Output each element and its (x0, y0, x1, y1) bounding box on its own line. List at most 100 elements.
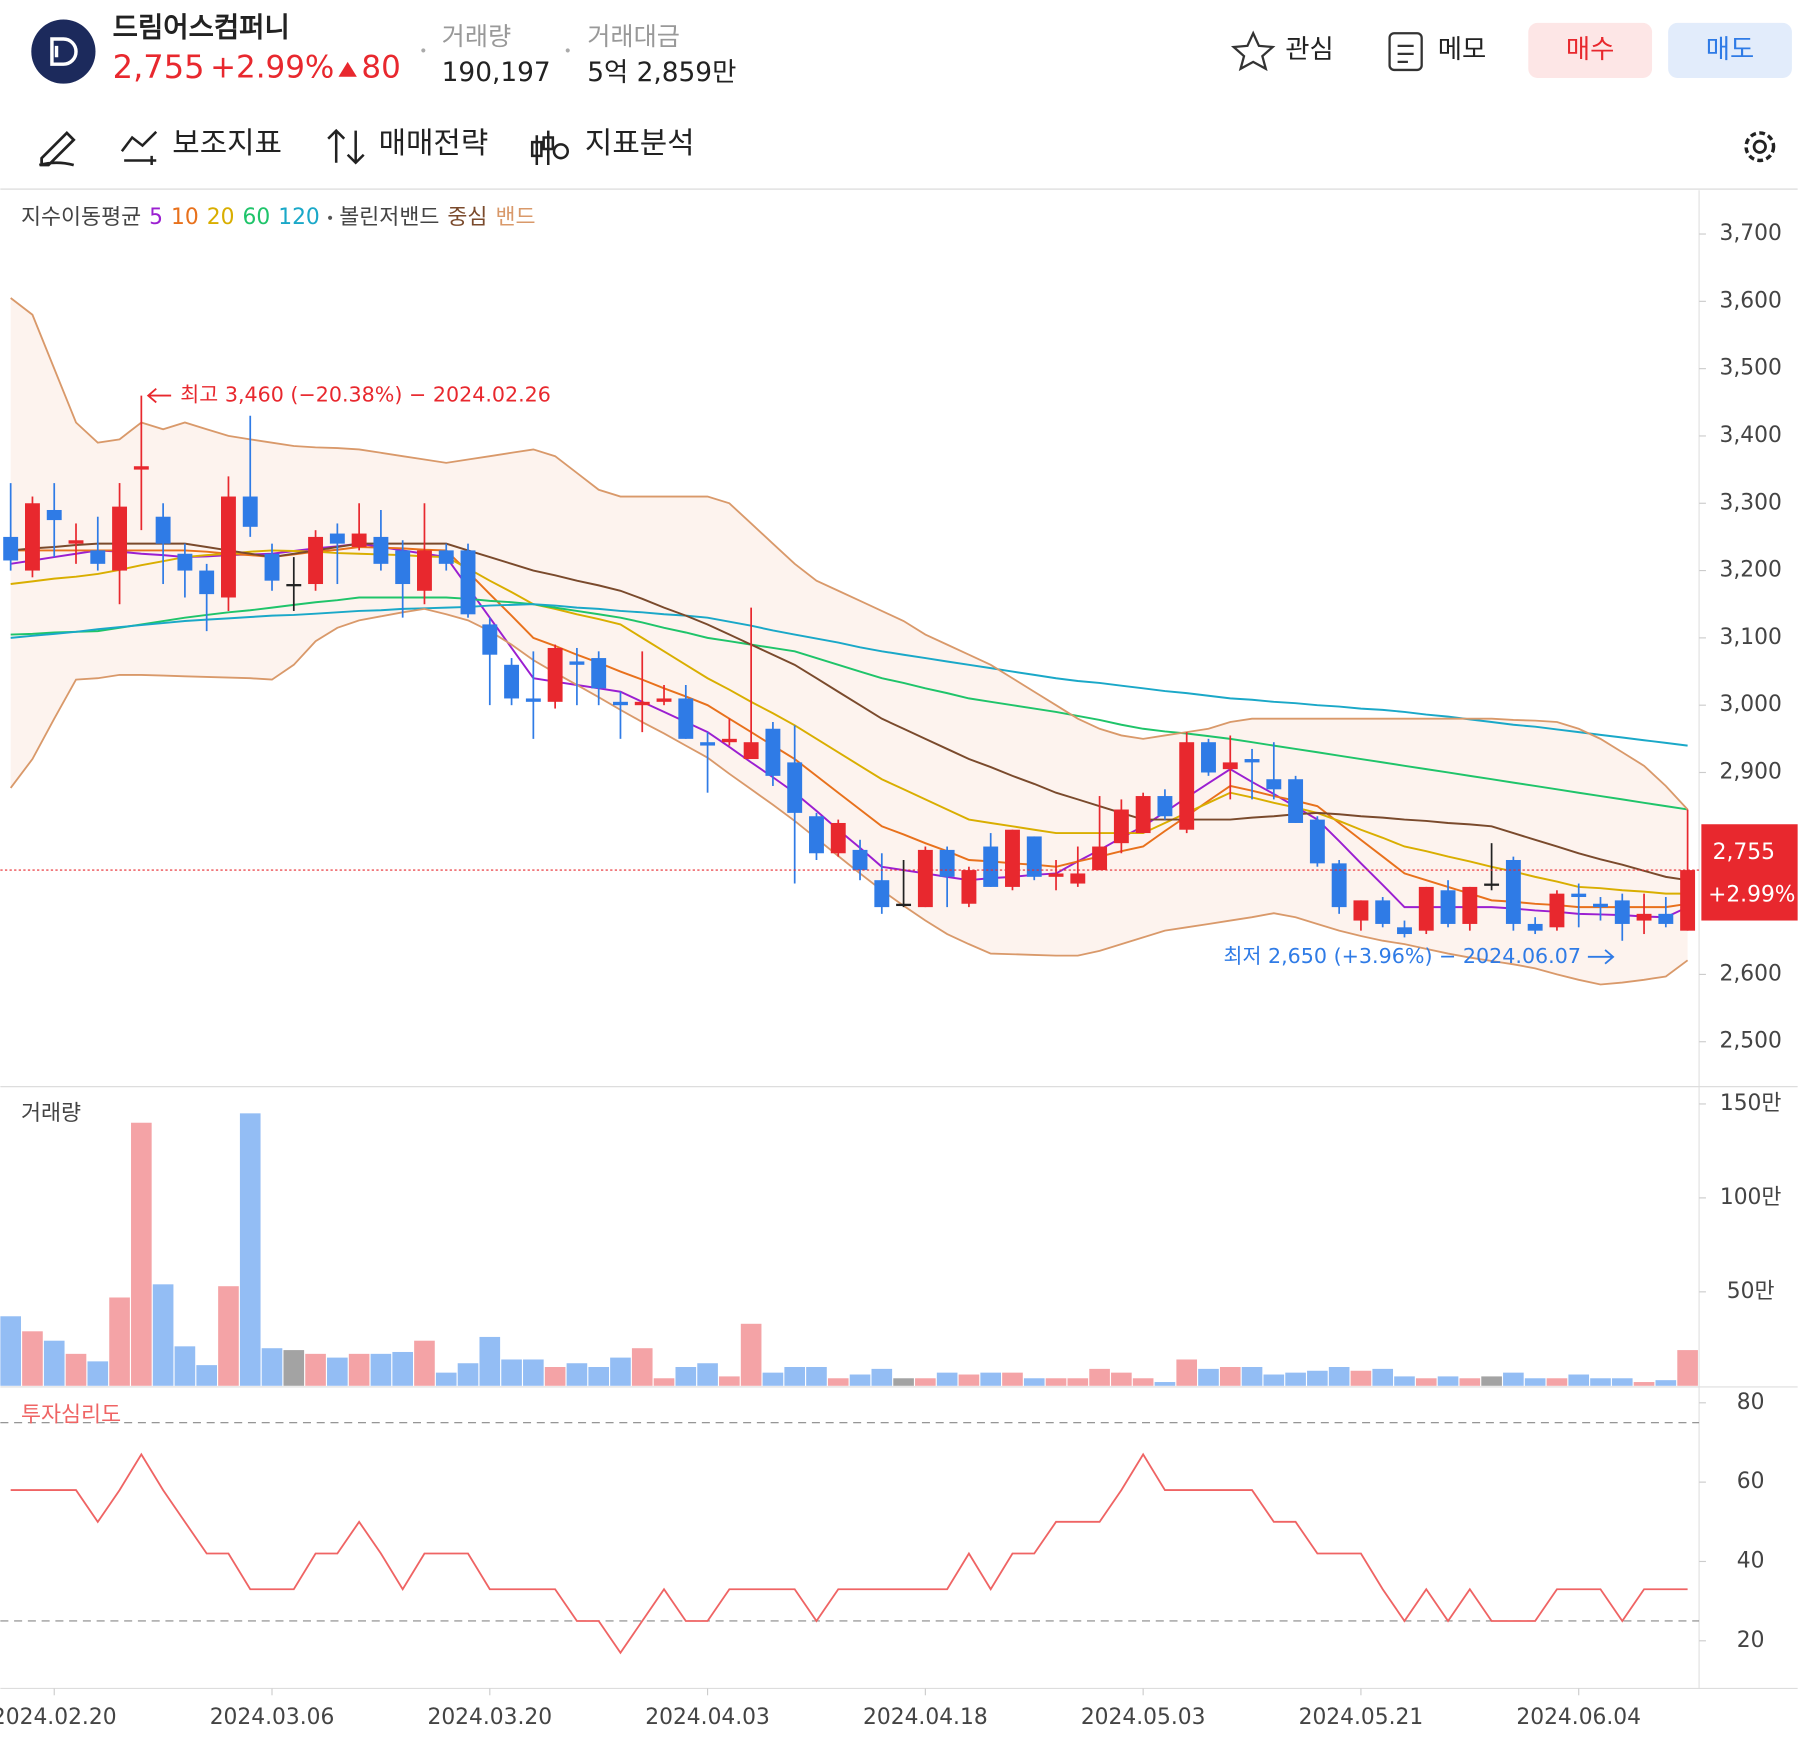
candle-body (25, 503, 40, 571)
toolbar-analysis[interactable]: 지표분석 (530, 126, 695, 166)
volume-bar (588, 1367, 610, 1386)
legend-title: 지수이동평균 (21, 205, 141, 230)
button-label: 매수 (1566, 35, 1615, 65)
legend-item: 10 (171, 205, 199, 230)
band-fill (10, 298, 1688, 985)
y-tick-label: 3,500 (1719, 356, 1781, 381)
candle-body (482, 624, 498, 655)
candle-body (1505, 859, 1521, 924)
panel-title: 투자심리도 (21, 1403, 121, 1428)
candle-body (547, 647, 563, 702)
volume-bar (218, 1286, 239, 1386)
volume-bar (566, 1363, 588, 1386)
candle-body (591, 658, 607, 689)
volume-bar (610, 1357, 631, 1386)
candle-body (874, 880, 890, 908)
logo-mark (50, 37, 78, 66)
volume-bar (152, 1284, 174, 1386)
legend-title: 볼린저밴드 (339, 205, 439, 230)
indicator-line (10, 603, 1688, 747)
volume-bar (893, 1378, 914, 1386)
candle-body (1462, 886, 1478, 924)
price-tag-change: +2.99% (1708, 882, 1795, 907)
volume-bar (762, 1372, 784, 1386)
sell-button[interactable]: 매도 (1668, 22, 1792, 78)
y-tick-label: 3,700 (1719, 221, 1781, 246)
candle-body (177, 553, 193, 571)
draw-tool[interactable] (38, 131, 76, 167)
volume-bar (1546, 1378, 1568, 1386)
volume-bar (0, 1316, 21, 1386)
candle-body (242, 496, 258, 527)
volume-bar (87, 1361, 109, 1386)
x-tick-label: 2024.04.03 (645, 1705, 770, 1730)
candle-body (329, 533, 345, 544)
candle-body (1593, 903, 1608, 908)
y-tick-label: 60 (1737, 1469, 1765, 1494)
candle-body (395, 550, 411, 585)
candle-body (1266, 779, 1282, 790)
watch-button[interactable]: 관심 (1230, 30, 1334, 72)
volume-bar (936, 1372, 958, 1386)
volume-bar (65, 1353, 87, 1386)
volume-bar (1415, 1378, 1437, 1386)
volume-bar (392, 1351, 413, 1386)
volume-bar (697, 1363, 718, 1386)
icon (327, 128, 365, 165)
volume-bar (1045, 1378, 1067, 1386)
band-group (10, 298, 1688, 985)
volume-bar (435, 1372, 457, 1386)
candle-body (1244, 759, 1260, 763)
volume-bar (849, 1374, 871, 1386)
legend-item: 밴드 (495, 205, 535, 230)
volume-bar (1002, 1372, 1023, 1386)
button-bg (1528, 22, 1653, 78)
volume-bar (1023, 1378, 1045, 1386)
volume-bar (1590, 1378, 1611, 1386)
volume-bar (348, 1353, 370, 1386)
toolbar-label: 지표분석 (585, 126, 695, 161)
x-tick-label: 2024.05.03 (1081, 1705, 1206, 1730)
volume-bar (1307, 1370, 1328, 1386)
y-tick-label: 50만 (1727, 1279, 1775, 1304)
candle-body (1680, 870, 1696, 931)
volume-bar (239, 1113, 261, 1386)
gear-outer (1744, 131, 1776, 163)
candle-body (1658, 913, 1674, 924)
buy-button[interactable]: 매수 (1528, 22, 1653, 78)
volume-bar (1176, 1359, 1198, 1386)
volume-bar (1677, 1350, 1698, 1386)
volume-bar (1285, 1372, 1306, 1386)
volume-bar (740, 1323, 762, 1386)
candle-body (308, 536, 324, 585)
candle-body (1179, 742, 1195, 830)
volume-bar (1633, 1382, 1655, 1386)
stock-name: 드림어스컴퍼니 (113, 12, 290, 44)
memo-button[interactable]: 메모 (1388, 32, 1487, 72)
amount: 5억 2,859만 (587, 58, 736, 88)
candle-body (525, 698, 541, 702)
settings[interactable] (1744, 131, 1776, 163)
volume-bar (980, 1372, 1002, 1386)
candle-body (1048, 873, 1064, 877)
y-tick-label: 80 (1737, 1390, 1765, 1415)
candle-body (1092, 846, 1108, 871)
toolbar-indicators[interactable]: 보조지표 (120, 126, 282, 166)
y-tick-label: 2,600 (1719, 961, 1781, 986)
volume-bar (457, 1363, 479, 1386)
amount-label: 거래대금 (587, 22, 680, 51)
candle-body (569, 661, 585, 665)
volume-bar (1328, 1367, 1350, 1386)
candle-body (765, 728, 781, 776)
candle-body (351, 533, 367, 548)
candle-body (1636, 913, 1652, 921)
y-tick-label: 2,900 (1719, 759, 1781, 784)
candle-body (939, 849, 955, 877)
candle-body (656, 698, 672, 702)
volume-bar (1611, 1378, 1633, 1386)
candle-body (1135, 796, 1151, 834)
candle-body (438, 550, 454, 564)
toolbar-strategy[interactable]: 매매전략 (327, 126, 488, 165)
y-tick-label: 3,300 (1719, 490, 1781, 515)
up-arrow (338, 61, 357, 77)
